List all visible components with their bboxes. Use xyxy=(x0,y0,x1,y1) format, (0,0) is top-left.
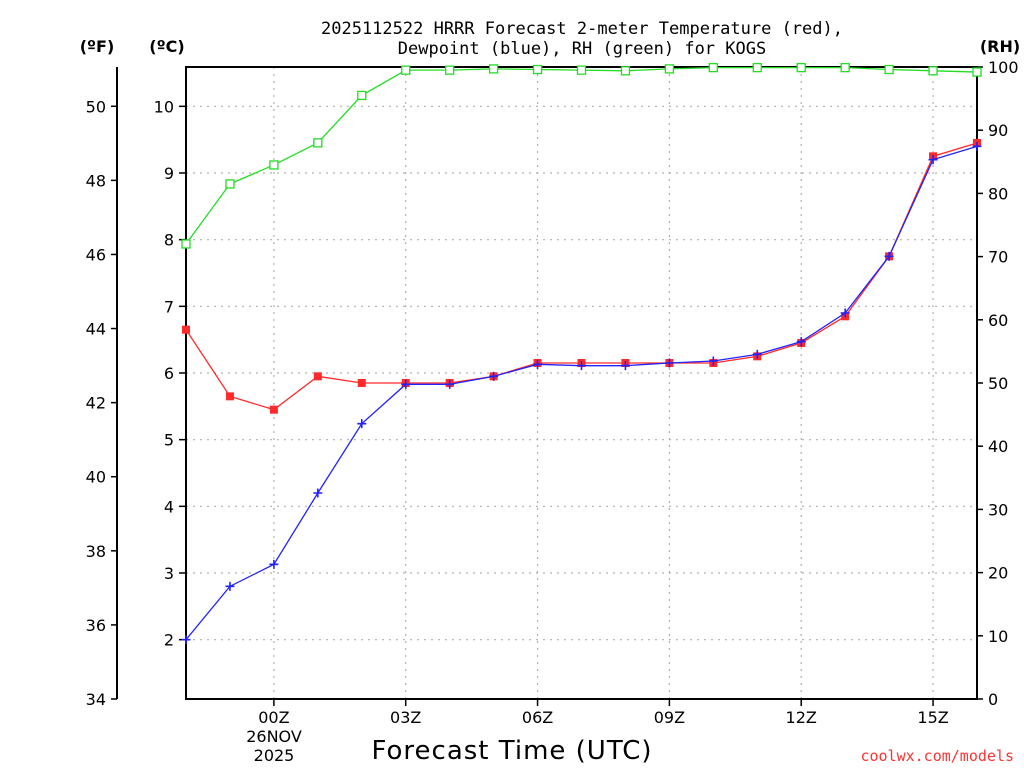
x-tick-label: 03Z xyxy=(390,708,421,727)
rh-point xyxy=(928,66,938,76)
celsius-axis-unit: (ºC) xyxy=(149,37,184,56)
x-axis-title: Forecast Time (UTC) xyxy=(371,736,652,766)
celsius-tick-label: 7 xyxy=(164,297,174,316)
x-tick-label: 12Z xyxy=(786,708,817,727)
credit-text: coolwx.com/models xyxy=(860,747,1014,765)
rh-tick-label: 90 xyxy=(988,121,1008,140)
rh-point xyxy=(488,64,499,74)
celsius-tick-label: 9 xyxy=(164,164,174,183)
celsius-tick-label: 8 xyxy=(164,231,174,250)
rh-point xyxy=(401,65,411,75)
data-series xyxy=(181,62,982,645)
dewpoint-point xyxy=(840,308,850,318)
dewpoint-point xyxy=(752,349,762,359)
plot-frame xyxy=(185,66,978,700)
rh-point xyxy=(181,239,191,249)
rh-point xyxy=(752,62,762,73)
rh-tick-label: 100 xyxy=(988,58,1019,77)
rh-tick-label: 80 xyxy=(988,184,1008,203)
x-tick-label: 00Z xyxy=(258,708,289,727)
fahrenheit-tick-label: 40 xyxy=(86,468,106,487)
rh-point xyxy=(313,138,323,148)
dewpoint-point xyxy=(357,419,367,429)
rh-point xyxy=(664,64,675,74)
axes: 2345678910343638404244464850010203040506… xyxy=(86,58,1019,727)
rh-point xyxy=(708,62,718,73)
fahrenheit-tick-label: 42 xyxy=(86,394,106,413)
rh-point xyxy=(225,179,235,189)
rh-axis-unit: (RH) xyxy=(980,37,1020,56)
fahrenheit-tick-label: 48 xyxy=(86,171,106,190)
date-label-year: 2025 xyxy=(254,746,295,765)
celsius-tick-label: 3 xyxy=(164,564,174,583)
temperature-point xyxy=(182,325,190,334)
celsius-tick-label: 5 xyxy=(164,431,174,450)
rh-tick-label: 10 xyxy=(988,627,1008,646)
dewpoint-point xyxy=(401,379,411,389)
fahrenheit-axis-unit: (ºF) xyxy=(80,37,115,56)
dewpoint-point xyxy=(225,581,235,591)
rh-tick-label: 40 xyxy=(988,437,1008,456)
rh-point xyxy=(620,66,631,76)
rh-tick-label: 0 xyxy=(988,690,998,709)
dewpoint-point xyxy=(708,356,718,366)
fahrenheit-tick-label: 36 xyxy=(86,616,106,635)
rh-tick-label: 60 xyxy=(988,311,1008,330)
dewpoint-point xyxy=(181,635,191,645)
fahrenheit-tick-label: 50 xyxy=(86,97,106,116)
dewpoint-point xyxy=(620,361,630,371)
dewpoint-point xyxy=(313,488,323,498)
dewpoint-line xyxy=(185,145,978,641)
celsius-tick-label: 6 xyxy=(164,364,174,383)
rh-point xyxy=(884,64,894,75)
rh-tick-label: 70 xyxy=(988,248,1008,267)
rh-point xyxy=(269,160,279,170)
celsius-tick-label: 4 xyxy=(164,497,174,516)
chart-title-line1: 2025112522 HRRR Forecast 2-meter Tempera… xyxy=(321,19,843,39)
dewpoint-point xyxy=(269,559,279,569)
dewpoint-point xyxy=(533,359,543,369)
rh-point xyxy=(796,62,806,73)
rh-point xyxy=(840,62,850,73)
temperature-point xyxy=(225,392,234,401)
dewpoint-point xyxy=(884,251,894,261)
dewpoint-point xyxy=(796,337,806,347)
temperature-point xyxy=(269,405,278,414)
dewpoint-point xyxy=(972,141,982,151)
celsius-tick-label: 10 xyxy=(154,97,174,116)
dewpoint-point xyxy=(445,379,455,389)
temperature-point xyxy=(313,372,322,381)
celsius-tick-label: 2 xyxy=(164,631,174,650)
rh-tick-label: 20 xyxy=(988,564,1008,583)
dewpoint-point xyxy=(489,371,499,381)
rh-point xyxy=(532,64,543,75)
rh-point xyxy=(357,90,367,101)
rh-line xyxy=(185,66,978,245)
dewpoint-point xyxy=(928,155,938,165)
rh-point xyxy=(445,65,455,75)
date-label-day: 26NOV xyxy=(246,727,302,746)
fahrenheit-tick-label: 38 xyxy=(86,542,106,561)
x-tick-label: 09Z xyxy=(654,708,685,727)
rh-tick-label: 30 xyxy=(988,500,1008,519)
x-tick-label: 15Z xyxy=(917,708,948,727)
fahrenheit-tick-label: 34 xyxy=(86,690,106,709)
grid-lines xyxy=(186,67,977,699)
chart-title-line2: Dewpoint (blue), RH (green) for KOGS xyxy=(398,39,766,59)
dewpoint-point xyxy=(664,358,674,368)
rh-point xyxy=(576,65,587,75)
fahrenheit-tick-label: 46 xyxy=(86,245,106,264)
x-tick-label: 06Z xyxy=(522,708,553,727)
rh-tick-label: 50 xyxy=(988,374,1008,393)
dewpoint-point xyxy=(577,361,586,371)
rh-point xyxy=(972,67,982,77)
temperature-point xyxy=(357,379,366,387)
fahrenheit-tick-label: 44 xyxy=(86,320,106,339)
